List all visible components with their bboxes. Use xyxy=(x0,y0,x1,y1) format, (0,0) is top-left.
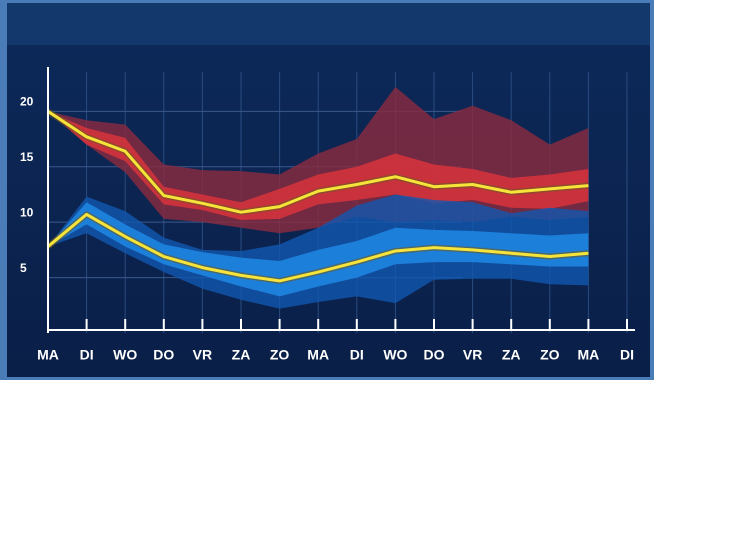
x-tick-label: DO xyxy=(153,347,174,363)
x-tick-label: VR xyxy=(193,347,212,363)
band xyxy=(48,111,589,220)
x-tick-label: VR xyxy=(463,347,482,363)
x-tick-label: ZO xyxy=(540,347,560,363)
x-tick-label: WO xyxy=(113,347,137,363)
x-tick-label: WO xyxy=(383,347,407,363)
x-tick-label: DI xyxy=(620,347,634,363)
x-tick-label: MA xyxy=(307,347,329,363)
line xyxy=(47,110,589,214)
header xyxy=(7,3,650,45)
x-tick-label: ZA xyxy=(502,347,521,363)
x-tick-label: MA xyxy=(37,347,59,363)
y-tick-label: 20 xyxy=(20,95,34,109)
x-tick-label: ZA xyxy=(232,347,251,363)
x-tick-label: DI xyxy=(80,347,94,363)
x-tick-label: DI xyxy=(350,347,364,363)
x-tick-label: MA xyxy=(578,347,600,363)
x-tick-label: DO xyxy=(424,347,445,363)
y-tick-label: 15 xyxy=(20,150,34,164)
y-tick-label: 5 xyxy=(20,261,27,275)
x-tick-label: ZO xyxy=(270,347,290,363)
line xyxy=(47,212,589,283)
y-tick-label: 10 xyxy=(20,205,34,219)
